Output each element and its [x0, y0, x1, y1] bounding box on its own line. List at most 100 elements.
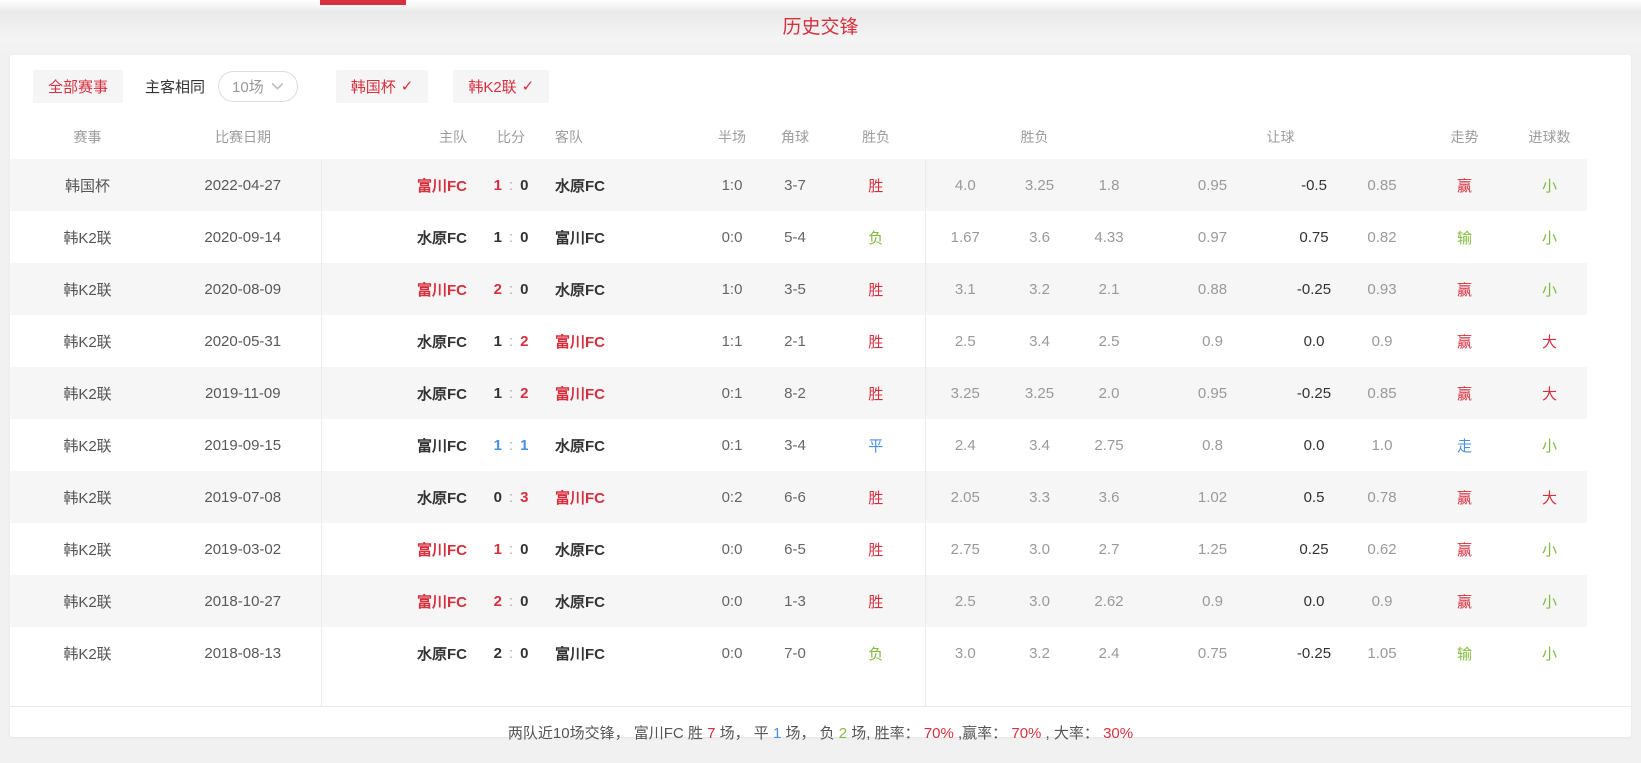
korea-k2-filter-button[interactable]: 韩K2联 ✓: [453, 69, 550, 103]
korea-cup-label: 韩国杯: [350, 78, 396, 96]
table-row[interactable]: 韩K2联 2018-08-13 水原FC 2:0 富川FC 0:0 7-0 负 …: [10, 627, 1587, 679]
odds-away-cell: 3.6: [1098, 488, 1120, 506]
summary-wins: 7: [707, 725, 716, 742]
corners-cell: 2-1: [784, 332, 806, 350]
result-cell: 平: [827, 419, 926, 471]
away-score: 2: [520, 332, 529, 350]
result-cell: 胜: [827, 575, 926, 627]
history-table: 赛事 比赛日期 主队 比分 客队 半场 角球 胜负 胜负 让球 走势 进球数 韩…: [10, 115, 1588, 706]
table-header: 赛事 比赛日期 主队 比分 客队 半场 角球 胜负 胜负 让球 走势 进球数: [10, 115, 1587, 159]
score-separator: :: [508, 488, 514, 506]
odds-away-cell: 4.33: [1094, 228, 1124, 246]
table-row[interactable]: 韩国杯 2022-04-27 富川FC 1:0 水原FC 1:0 3-7 胜 4…: [10, 159, 1588, 211]
odds-home-cell: 3.1: [954, 280, 976, 298]
home-away-same-filter[interactable]: 主客相同: [145, 78, 206, 96]
table-row[interactable]: 韩K2联 2020-08-09 富川FC 2:0 水原FC 1:0 3-5 胜 …: [10, 263, 1588, 315]
halftime-cell: 1:0: [721, 176, 743, 194]
odds-home-cell: 2.75: [950, 540, 980, 558]
col-header-away: 客队: [555, 129, 583, 145]
table-row[interactable]: 韩K2联 2018-10-27 富川FC 2:0 水原FC 0:0 1-3 胜 …: [10, 575, 1588, 627]
away-team: 水原FC: [555, 541, 605, 559]
away-team: 富川FC: [555, 333, 605, 351]
odds-draw-cell: 3.4: [1029, 332, 1050, 350]
handicap-away-odds-cell: 0.85: [1367, 176, 1397, 194]
match-count-dropdown[interactable]: 10场: [218, 70, 298, 102]
handicap-home-odds-cell: 1.02: [1197, 488, 1228, 506]
odds-home-cell: 1.67: [950, 228, 980, 246]
goals-cell: 大: [1542, 385, 1558, 403]
away-team: 水原FC: [555, 437, 605, 455]
handicap-away-odds-cell: 0.9: [1371, 592, 1393, 610]
summary-text: 两队近10场交锋， 富川FC 胜: [507, 725, 708, 742]
corners-cell: 3-4: [784, 436, 806, 454]
score-cell: 0:3: [467, 471, 555, 523]
score-cell: 2:0: [467, 627, 555, 679]
home-score: 1: [493, 436, 502, 454]
halftime-cell: 0:0: [721, 644, 743, 662]
home-team: 水原FC: [417, 489, 467, 507]
score-separator: :: [508, 280, 514, 298]
col-header-odds-group: 胜负: [1020, 129, 1049, 145]
top-header: 历史交锋: [0, 0, 1641, 55]
table-row[interactable]: 韩K2联 2019-07-08 水原FC 0:3 富川FC 0:2 6-6 胜 …: [10, 471, 1588, 523]
summary-losses: 2: [838, 725, 848, 742]
corners-cell: 5-4: [784, 228, 806, 246]
result-cell: 胜: [827, 159, 926, 211]
corners-cell: 7-0: [784, 644, 806, 662]
score-separator: :: [508, 592, 514, 610]
score-cell: 1:2: [467, 315, 555, 367]
league-cell: 韩K2联: [63, 541, 112, 559]
handicap-away-odds-cell: 0.82: [1367, 228, 1397, 246]
table-row[interactable]: 韩K2联 2019-11-09 水原FC 1:2 富川FC 0:1 8-2 胜 …: [10, 367, 1588, 419]
odds-away-cell: 2.5: [1098, 332, 1120, 350]
table-row[interactable]: 韩K2联 2019-09-15 富川FC 1:1 水原FC 0:1 3-4 平 …: [10, 419, 1587, 471]
table-row[interactable]: 韩K2联 2019-03-02 富川FC 1:0 水原FC 0:0 6-5 胜 …: [10, 523, 1587, 575]
away-score: 0: [520, 176, 529, 194]
home-team: 富川FC: [417, 177, 467, 195]
odds-away-cell: 1.8: [1098, 176, 1120, 194]
goals-cell: 大: [1542, 489, 1558, 507]
trend-cell: 赢: [1457, 385, 1473, 403]
table-row[interactable]: 韩K2联 2020-09-14 水原FC 1:0 富川FC 0:0 5-4 负 …: [10, 211, 1587, 263]
handicap-away-odds-cell: 0.9: [1371, 332, 1393, 350]
trend-cell: 走: [1457, 437, 1473, 455]
all-matches-button[interactable]: 全部赛事: [33, 69, 124, 103]
league-cell: 韩K2联: [63, 645, 112, 663]
result-cell: 胜: [827, 263, 926, 315]
score-cell: 2:0: [467, 263, 555, 315]
chevron-down-icon: [271, 82, 283, 90]
away-team: 水原FC: [555, 593, 605, 611]
home-score: 2: [493, 644, 502, 662]
trend-cell: 赢: [1457, 541, 1473, 559]
trend-cell: 赢: [1457, 333, 1473, 351]
away-team: 富川FC: [555, 385, 605, 403]
odds-home-cell: 2.5: [954, 332, 976, 350]
match-count-value: 10场: [232, 78, 264, 96]
halftime-cell: 0:0: [721, 228, 743, 246]
home-team: 水原FC: [417, 645, 467, 663]
odds-draw-cell: 3.25: [1024, 384, 1055, 402]
corners-cell: 6-5: [784, 540, 806, 558]
goals-cell: 小: [1542, 229, 1558, 247]
col-header-score: 比分: [497, 129, 525, 145]
date-cell: 2022-04-27: [165, 159, 322, 211]
corners-cell: 6-6: [784, 488, 806, 506]
handicap-home-odds-cell: 0.88: [1197, 280, 1228, 298]
away-score: 0: [520, 644, 529, 662]
date-cell: 2020-09-14: [165, 211, 322, 263]
away-score: 0: [520, 592, 529, 610]
summary-over-rate: 30%: [1103, 725, 1134, 742]
home-score: 1: [493, 540, 502, 558]
korea-cup-filter-button[interactable]: 韩国杯 ✓: [335, 69, 429, 103]
table-row[interactable]: 韩K2联 2020-05-31 水原FC 1:2 富川FC 1:1 2-1 胜 …: [10, 315, 1587, 367]
home-team: 富川FC: [417, 593, 467, 611]
odds-away-cell: 2.75: [1094, 436, 1124, 454]
score-separator: :: [508, 644, 514, 662]
result-cell: 负: [827, 211, 926, 263]
odds-draw-cell: 3.2: [1029, 280, 1050, 298]
handicap-home-odds-cell: 0.95: [1197, 176, 1228, 194]
summary-win-rate: 70%: [923, 725, 954, 742]
away-score: 0: [520, 280, 529, 298]
score-cell: 1:0: [467, 159, 555, 211]
league-cell: 韩K2联: [63, 385, 112, 403]
